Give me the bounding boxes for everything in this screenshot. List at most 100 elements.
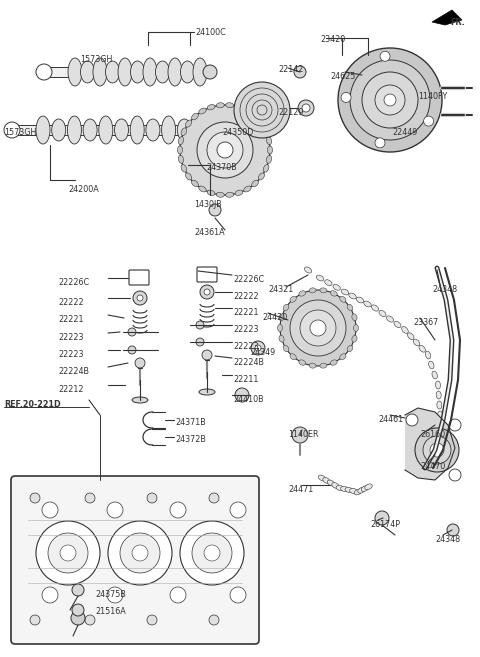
Circle shape (209, 204, 221, 216)
Ellipse shape (347, 346, 353, 351)
Ellipse shape (386, 316, 394, 322)
Circle shape (107, 587, 123, 603)
Text: 23420: 23420 (320, 35, 345, 44)
Ellipse shape (252, 113, 259, 120)
Text: 22222: 22222 (58, 298, 84, 307)
Ellipse shape (258, 120, 264, 127)
Circle shape (197, 122, 253, 178)
Ellipse shape (340, 296, 346, 302)
Polygon shape (432, 10, 462, 25)
Circle shape (447, 524, 459, 536)
Text: 24372B: 24372B (175, 435, 206, 444)
Ellipse shape (81, 61, 95, 83)
Ellipse shape (99, 116, 113, 144)
Ellipse shape (320, 363, 327, 368)
Text: 24349: 24349 (250, 348, 275, 357)
Ellipse shape (413, 339, 420, 346)
Ellipse shape (264, 128, 269, 135)
Ellipse shape (279, 335, 284, 342)
Circle shape (147, 615, 157, 625)
Ellipse shape (162, 116, 176, 144)
Text: 24348: 24348 (435, 535, 460, 544)
Bar (50, 67, 210, 77)
Text: 1140ER: 1140ER (288, 430, 319, 439)
Circle shape (204, 289, 210, 295)
Circle shape (204, 545, 220, 561)
FancyBboxPatch shape (197, 267, 217, 282)
Circle shape (449, 419, 461, 431)
Text: 22223: 22223 (58, 350, 84, 359)
Circle shape (133, 291, 147, 305)
Ellipse shape (332, 483, 339, 488)
Ellipse shape (192, 113, 198, 120)
Text: 22221: 22221 (58, 315, 84, 324)
Circle shape (375, 511, 389, 525)
Circle shape (42, 587, 58, 603)
Circle shape (209, 615, 219, 625)
Ellipse shape (372, 305, 379, 311)
Ellipse shape (185, 120, 192, 127)
Circle shape (338, 48, 442, 152)
Text: 22226C: 22226C (58, 278, 89, 287)
Ellipse shape (106, 61, 120, 83)
Text: 1430JB: 1430JB (194, 200, 222, 209)
Circle shape (85, 493, 95, 503)
Ellipse shape (394, 321, 401, 328)
Circle shape (108, 521, 172, 585)
Circle shape (137, 295, 143, 301)
Ellipse shape (336, 486, 344, 491)
Circle shape (132, 545, 148, 561)
Ellipse shape (429, 361, 434, 369)
Circle shape (30, 493, 40, 503)
Circle shape (170, 502, 186, 518)
Bar (18, 125, 210, 135)
Circle shape (180, 105, 270, 195)
Circle shape (350, 60, 430, 140)
Ellipse shape (179, 156, 183, 164)
Circle shape (128, 328, 136, 336)
Ellipse shape (156, 61, 169, 83)
Ellipse shape (425, 351, 431, 359)
Circle shape (30, 615, 40, 625)
Text: 1573GH: 1573GH (80, 55, 112, 64)
Text: 24471: 24471 (288, 485, 313, 494)
Text: 22211: 22211 (233, 375, 258, 384)
Ellipse shape (244, 108, 251, 114)
Text: 24100C: 24100C (195, 28, 226, 37)
Ellipse shape (181, 128, 187, 135)
Text: 22212: 22212 (58, 385, 84, 394)
Ellipse shape (408, 333, 414, 340)
Ellipse shape (193, 58, 207, 86)
Ellipse shape (347, 304, 353, 311)
Text: 22223: 22223 (233, 325, 259, 334)
Text: 22226C: 22226C (233, 275, 264, 284)
Circle shape (310, 320, 326, 336)
Ellipse shape (436, 431, 441, 439)
Ellipse shape (283, 346, 289, 351)
Text: 1140FY: 1140FY (418, 92, 447, 101)
Circle shape (362, 72, 418, 128)
Ellipse shape (283, 304, 289, 311)
Circle shape (217, 142, 233, 158)
Circle shape (251, 341, 265, 355)
Circle shape (209, 493, 219, 503)
Circle shape (135, 358, 145, 368)
Text: 24410B: 24410B (233, 395, 264, 404)
Circle shape (234, 82, 290, 138)
Ellipse shape (435, 381, 441, 389)
Circle shape (230, 502, 246, 518)
Text: 24348: 24348 (432, 285, 457, 294)
Ellipse shape (330, 291, 337, 296)
Ellipse shape (52, 119, 66, 141)
FancyBboxPatch shape (11, 476, 259, 644)
Ellipse shape (199, 389, 215, 395)
Text: 1573GH: 1573GH (4, 128, 36, 137)
Ellipse shape (36, 116, 50, 144)
Ellipse shape (437, 401, 442, 409)
Ellipse shape (67, 116, 82, 144)
Circle shape (203, 123, 217, 137)
Ellipse shape (349, 488, 358, 493)
Ellipse shape (352, 335, 357, 342)
Ellipse shape (318, 475, 326, 481)
Ellipse shape (266, 137, 272, 145)
